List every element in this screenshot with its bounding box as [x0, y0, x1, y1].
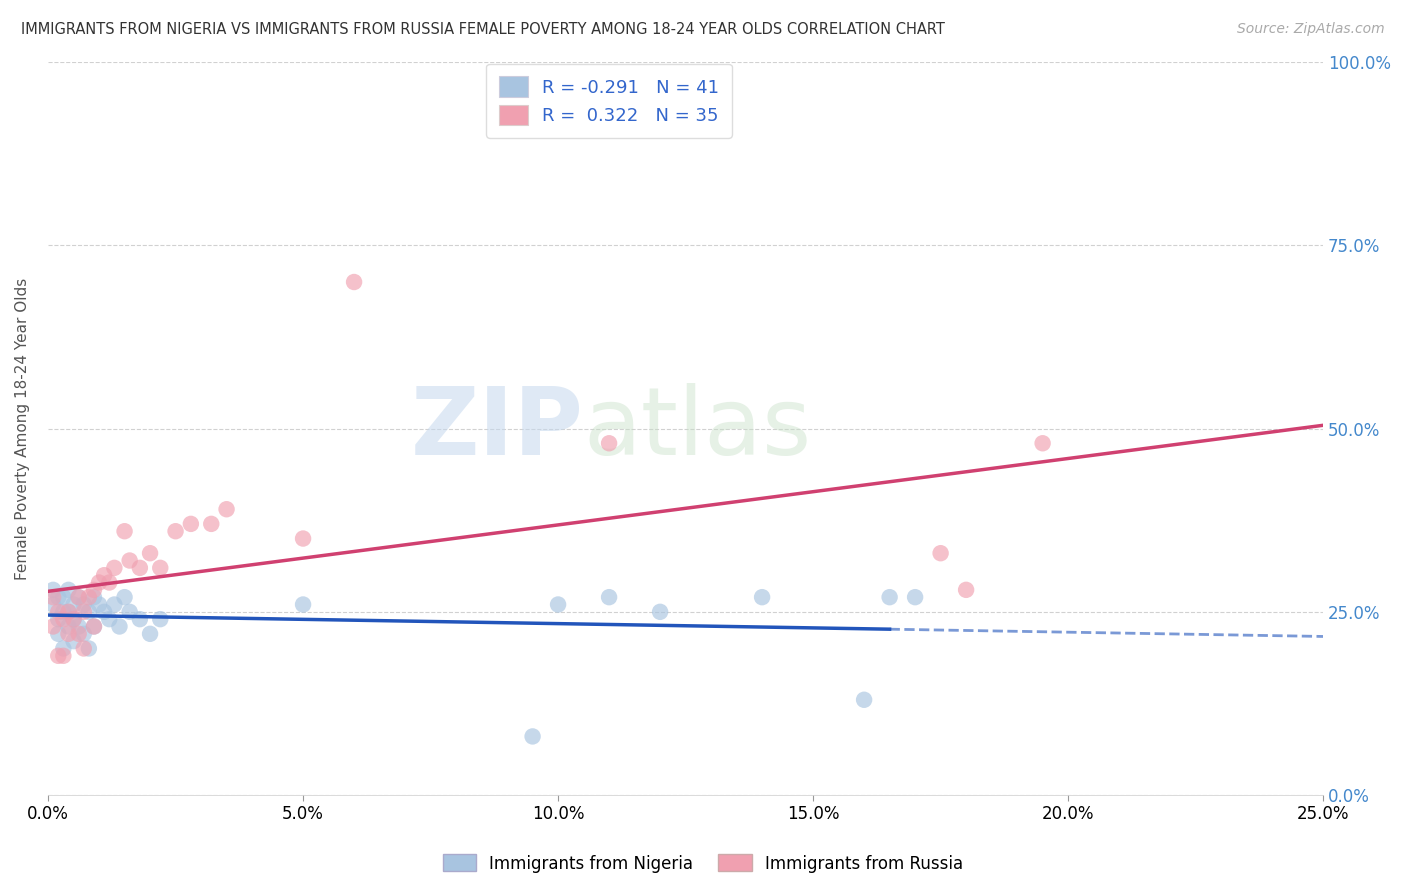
- Point: [87, 575, 110, 590]
- Point: [58, 605, 80, 619]
- Point: [98, 575, 121, 590]
- Point: [139, 546, 162, 560]
- Point: [77, 641, 100, 656]
- Point: [42, 590, 65, 604]
- Point: [547, 598, 569, 612]
- Point: [52, 605, 75, 619]
- Point: [200, 516, 222, 531]
- Point: [62, 634, 84, 648]
- Point: [118, 605, 141, 619]
- Point: [114, 524, 136, 539]
- Point: [46, 612, 69, 626]
- Point: [955, 582, 977, 597]
- Point: [292, 598, 315, 612]
- Text: IMMIGRANTS FROM NIGERIA VS IMMIGRANTS FROM RUSSIA FEMALE POVERTY AMONG 18-24 YEA: IMMIGRANTS FROM NIGERIA VS IMMIGRANTS FR…: [21, 22, 945, 37]
- Point: [52, 648, 75, 663]
- Legend: Immigrants from Nigeria, Immigrants from Russia: Immigrants from Nigeria, Immigrants from…: [436, 847, 970, 880]
- Point: [114, 590, 136, 604]
- Point: [58, 619, 80, 633]
- Point: [67, 627, 90, 641]
- Point: [598, 590, 620, 604]
- Point: [77, 590, 100, 604]
- Point: [103, 561, 125, 575]
- Text: ZIP: ZIP: [411, 383, 583, 475]
- Point: [67, 619, 90, 633]
- Point: [598, 436, 620, 450]
- Point: [904, 590, 927, 604]
- Point: [853, 693, 876, 707]
- Point: [77, 605, 100, 619]
- Point: [648, 605, 671, 619]
- Point: [139, 627, 162, 641]
- Text: Source: ZipAtlas.com: Source: ZipAtlas.com: [1237, 22, 1385, 37]
- Point: [83, 590, 105, 604]
- Point: [83, 619, 105, 633]
- Point: [215, 502, 238, 516]
- Text: atlas: atlas: [583, 383, 811, 475]
- Point: [929, 546, 952, 560]
- Point: [83, 582, 105, 597]
- Point: [103, 598, 125, 612]
- Point: [1032, 436, 1054, 450]
- Point: [73, 627, 96, 641]
- Point: [292, 532, 315, 546]
- Point: [46, 627, 69, 641]
- Point: [118, 553, 141, 567]
- Point: [83, 619, 105, 633]
- Point: [58, 627, 80, 641]
- Point: [52, 590, 75, 604]
- Point: [73, 605, 96, 619]
- Point: [165, 524, 187, 539]
- Point: [128, 612, 150, 626]
- Point: [58, 582, 80, 597]
- Point: [108, 619, 131, 633]
- Point: [879, 590, 901, 604]
- Point: [149, 612, 172, 626]
- Point: [751, 590, 773, 604]
- Point: [73, 598, 96, 612]
- Point: [52, 641, 75, 656]
- Point: [52, 612, 75, 626]
- Point: [42, 582, 65, 597]
- Point: [180, 516, 202, 531]
- Point: [128, 561, 150, 575]
- Point: [149, 561, 172, 575]
- Point: [46, 590, 69, 604]
- Point: [522, 730, 544, 744]
- Point: [67, 590, 90, 604]
- Point: [58, 605, 80, 619]
- Point: [67, 590, 90, 604]
- Point: [93, 605, 115, 619]
- Point: [46, 605, 69, 619]
- Point: [98, 612, 121, 626]
- Point: [42, 598, 65, 612]
- Y-axis label: Female Poverty Among 18-24 Year Olds: Female Poverty Among 18-24 Year Olds: [15, 277, 30, 580]
- Point: [343, 275, 366, 289]
- Point: [46, 648, 69, 663]
- Point: [62, 612, 84, 626]
- Point: [87, 598, 110, 612]
- Legend: R = -0.291   N = 41, R =  0.322   N = 35: R = -0.291 N = 41, R = 0.322 N = 35: [486, 64, 733, 138]
- Point: [62, 598, 84, 612]
- Point: [62, 612, 84, 626]
- Point: [42, 619, 65, 633]
- Point: [73, 641, 96, 656]
- Point: [93, 568, 115, 582]
